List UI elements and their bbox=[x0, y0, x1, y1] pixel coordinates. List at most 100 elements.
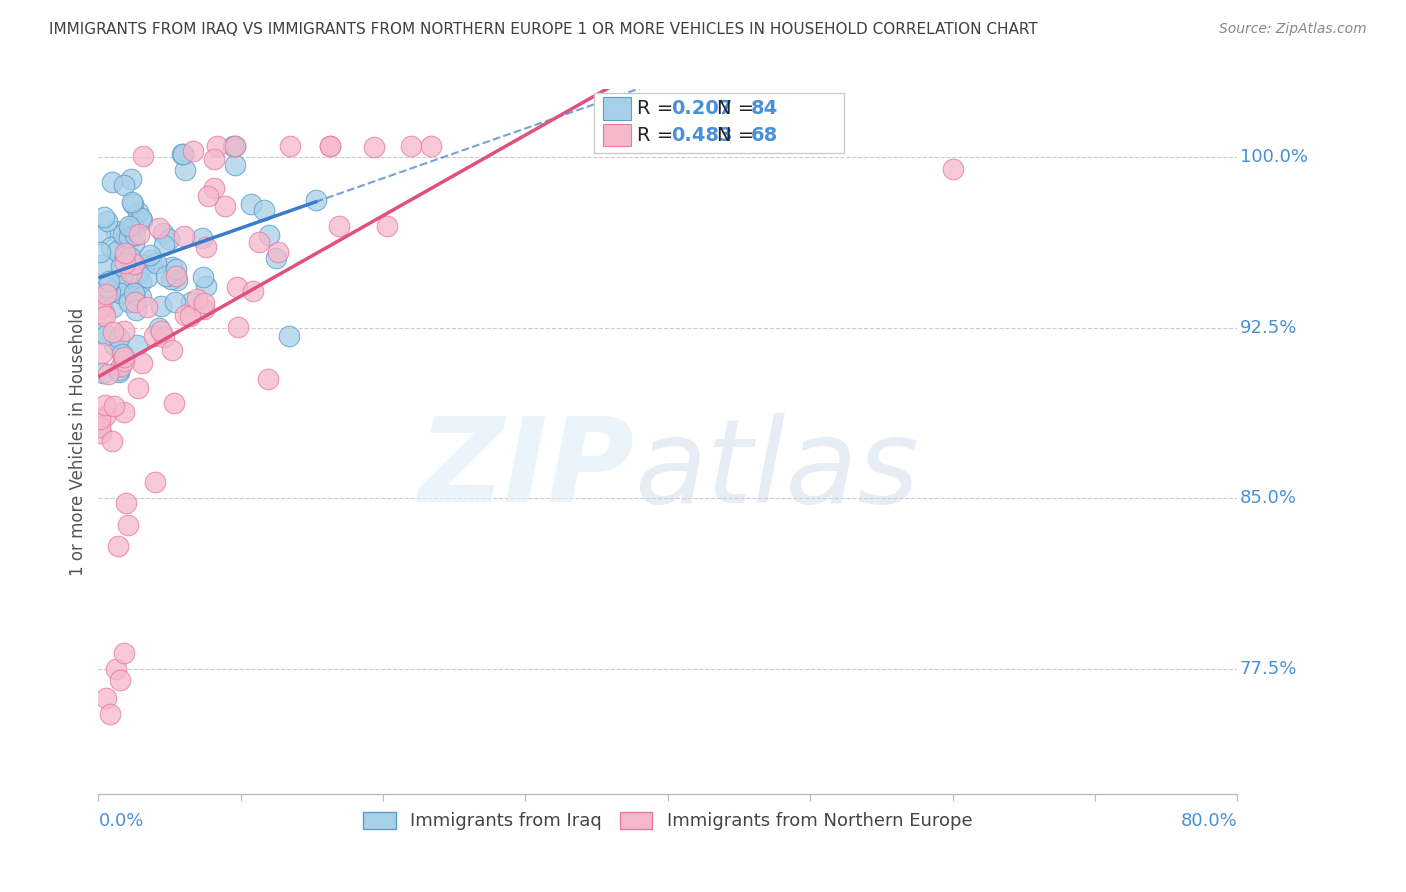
Point bbox=[242, 284, 264, 298]
Point bbox=[91, 366, 114, 380]
Point bbox=[114, 249, 136, 263]
Point bbox=[89, 227, 111, 241]
Text: 85.0%: 85.0% bbox=[1240, 490, 1296, 508]
Point bbox=[170, 147, 193, 161]
Point bbox=[165, 294, 187, 309]
Point bbox=[328, 219, 350, 234]
Point bbox=[197, 189, 219, 203]
Point bbox=[110, 359, 132, 374]
Point bbox=[143, 328, 166, 343]
Point bbox=[173, 228, 195, 243]
Point bbox=[193, 296, 215, 310]
Point bbox=[93, 210, 115, 224]
Point bbox=[135, 300, 157, 314]
Point bbox=[163, 396, 186, 410]
Point bbox=[128, 227, 150, 241]
Point bbox=[135, 270, 157, 285]
Point bbox=[94, 286, 117, 301]
Point bbox=[148, 320, 170, 334]
Point bbox=[120, 266, 142, 280]
Point bbox=[205, 139, 228, 153]
Point bbox=[101, 434, 124, 449]
Bar bbox=[603, 97, 631, 120]
Point bbox=[114, 270, 136, 285]
Point bbox=[93, 306, 115, 320]
Point bbox=[114, 231, 136, 245]
Point bbox=[111, 347, 134, 361]
Point bbox=[127, 381, 149, 395]
Point bbox=[129, 290, 152, 304]
Point bbox=[114, 496, 136, 510]
Point bbox=[155, 269, 177, 284]
Point bbox=[96, 327, 118, 342]
Point bbox=[107, 539, 129, 553]
Text: Source: ZipAtlas.com: Source: ZipAtlas.com bbox=[1219, 22, 1367, 37]
Text: 0.0%: 0.0% bbox=[98, 812, 143, 830]
Point bbox=[124, 228, 146, 243]
Point bbox=[108, 331, 131, 345]
Point bbox=[120, 172, 142, 186]
Point bbox=[100, 240, 122, 254]
Point bbox=[112, 178, 135, 193]
Point bbox=[112, 646, 135, 660]
Point bbox=[124, 289, 146, 303]
Point bbox=[194, 240, 217, 254]
Point bbox=[103, 301, 125, 315]
Y-axis label: 1 or more Vehicles in Household: 1 or more Vehicles in Household bbox=[69, 308, 87, 575]
Point bbox=[98, 285, 121, 299]
Point bbox=[264, 252, 287, 266]
Text: N =: N = bbox=[717, 99, 761, 118]
Text: atlas: atlas bbox=[634, 413, 918, 527]
Point bbox=[107, 277, 129, 292]
Point bbox=[129, 275, 152, 289]
Point bbox=[89, 301, 111, 316]
Point bbox=[160, 343, 183, 358]
Bar bbox=[593, 93, 845, 153]
Point bbox=[319, 139, 342, 153]
Point bbox=[118, 295, 141, 310]
Point bbox=[90, 326, 112, 341]
Point bbox=[139, 253, 162, 268]
Point bbox=[256, 372, 278, 386]
Text: ZIP: ZIP bbox=[418, 412, 634, 527]
Point bbox=[127, 205, 149, 219]
Point bbox=[222, 139, 245, 153]
Point bbox=[98, 707, 121, 722]
Point bbox=[91, 298, 114, 312]
Point bbox=[97, 274, 120, 288]
Point bbox=[153, 237, 176, 252]
Point bbox=[125, 303, 148, 318]
Point bbox=[179, 309, 201, 323]
Point bbox=[122, 286, 145, 301]
Point bbox=[114, 246, 136, 260]
Point bbox=[226, 320, 249, 334]
Point bbox=[104, 662, 127, 676]
Text: R =: R = bbox=[637, 99, 679, 118]
Point bbox=[166, 273, 188, 287]
Text: 84: 84 bbox=[751, 99, 779, 118]
Point bbox=[157, 232, 180, 246]
Point bbox=[247, 235, 270, 249]
Point bbox=[114, 405, 136, 419]
Point bbox=[93, 409, 115, 423]
Point bbox=[94, 398, 117, 412]
Text: 80.0%: 80.0% bbox=[1181, 812, 1237, 830]
Point bbox=[107, 362, 129, 376]
Point bbox=[318, 139, 340, 153]
Point bbox=[202, 181, 225, 195]
Point bbox=[173, 162, 195, 177]
Point bbox=[267, 244, 290, 259]
Point bbox=[105, 244, 128, 259]
Point bbox=[375, 219, 398, 233]
Point bbox=[121, 197, 143, 211]
Point bbox=[153, 329, 176, 343]
Point bbox=[90, 425, 112, 440]
Point bbox=[127, 267, 149, 281]
Bar bbox=[603, 124, 631, 146]
Point bbox=[110, 260, 132, 274]
Text: 100.0%: 100.0% bbox=[1240, 148, 1308, 167]
Point bbox=[125, 338, 148, 352]
Point bbox=[399, 139, 422, 153]
Point bbox=[94, 691, 117, 706]
Point bbox=[131, 213, 153, 227]
